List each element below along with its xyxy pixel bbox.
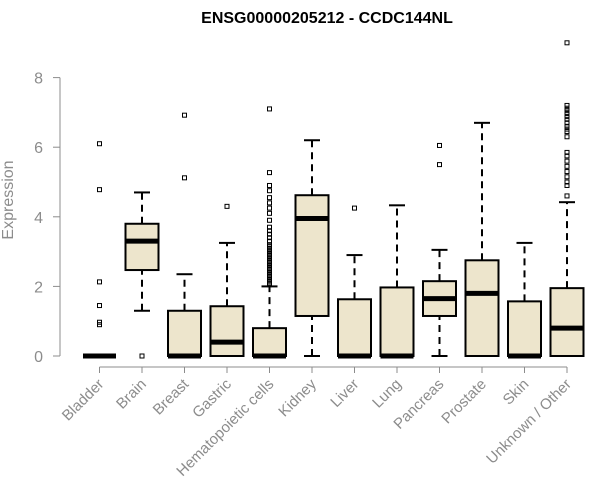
outlier-point — [564, 158, 570, 164]
x-tick-label: Breast — [150, 375, 193, 418]
outlier-point — [139, 353, 145, 359]
outlier-point — [564, 163, 570, 169]
y-tick-label-8: 8 — [34, 71, 43, 88]
outlier-point — [352, 205, 357, 211]
outlier-point — [267, 282, 272, 288]
outlier-point — [267, 224, 272, 230]
outlier-point — [97, 303, 102, 309]
box — [252, 327, 287, 358]
box-group — [294, 139, 330, 357]
outlier-point — [267, 217, 272, 223]
box-group — [549, 40, 585, 358]
outlier-point — [267, 228, 272, 234]
box-series — [83, 40, 585, 359]
box — [464, 259, 500, 357]
x-tick-label: Skin — [500, 376, 533, 409]
y-tick-label-4: 4 — [34, 210, 43, 227]
x-tick-label: Brain — [113, 376, 150, 413]
outlier-point — [97, 141, 102, 147]
outlier-point — [564, 149, 570, 155]
outlier-point — [267, 106, 272, 112]
outlier-point — [182, 112, 187, 118]
outlier-point — [97, 187, 102, 193]
box-group — [209, 203, 245, 357]
box — [379, 286, 415, 357]
outlier-point — [267, 188, 272, 194]
outlier-point — [267, 170, 272, 176]
outlier-point — [182, 175, 187, 181]
box — [209, 305, 245, 357]
outlier-point — [267, 200, 272, 206]
x-tick-label: Bladder — [59, 376, 108, 425]
outlier-point — [564, 108, 570, 114]
outlier-point — [564, 123, 570, 129]
outlier-point — [564, 116, 570, 122]
outlier-point — [437, 162, 442, 168]
outlier-point — [564, 153, 570, 159]
y-tick-label-2: 2 — [34, 279, 43, 296]
box-group — [252, 106, 287, 359]
outlier-point — [224, 203, 230, 209]
box — [124, 222, 160, 272]
box — [549, 287, 585, 358]
box-group — [124, 191, 160, 359]
outlier-point — [564, 174, 570, 180]
box-group — [337, 205, 372, 359]
y-tick-label-0: 0 — [34, 349, 43, 366]
chart-title: ENSG00000205212 - CCDC144NL — [201, 10, 453, 27]
outlier-point — [97, 279, 102, 285]
outlier-point — [267, 182, 272, 188]
box-group — [464, 121, 500, 357]
y-axis-label: Expression — [0, 160, 17, 239]
outlier-point — [564, 102, 570, 108]
x-tick-label: Kidney — [275, 375, 320, 420]
outlier-point — [564, 169, 570, 175]
outlier-point — [97, 322, 102, 328]
outlier-point — [564, 129, 570, 135]
box-group — [379, 204, 415, 359]
x-tick-label: Lung — [369, 376, 405, 412]
x-tick-label: Liver — [327, 376, 362, 411]
y-tick-label-6: 6 — [34, 140, 43, 157]
outlier-point — [267, 231, 272, 237]
outlier-point — [564, 120, 570, 126]
outlier-point — [564, 40, 570, 46]
box — [507, 300, 542, 358]
box-group — [422, 142, 457, 357]
box — [294, 194, 330, 317]
outlier-point — [564, 193, 570, 199]
outlier-point — [267, 195, 272, 201]
outlier-point — [267, 235, 272, 241]
outlier-point — [564, 179, 570, 185]
box — [167, 309, 202, 358]
outlier-point — [564, 110, 570, 116]
outlier-point — [564, 114, 570, 120]
outlier-point — [267, 205, 272, 211]
outlier-point — [437, 142, 442, 148]
outlier-point — [564, 182, 570, 188]
y-axis: 0 2 4 6 8 — [34, 71, 61, 366]
outlier-point — [267, 210, 272, 216]
box — [337, 298, 372, 357]
box-group — [507, 241, 542, 359]
outlier-point — [267, 238, 272, 244]
x-tick-label: Prostate — [438, 376, 490, 428]
box-group — [83, 141, 116, 359]
box-group — [167, 112, 202, 359]
outlier-point — [564, 134, 570, 140]
